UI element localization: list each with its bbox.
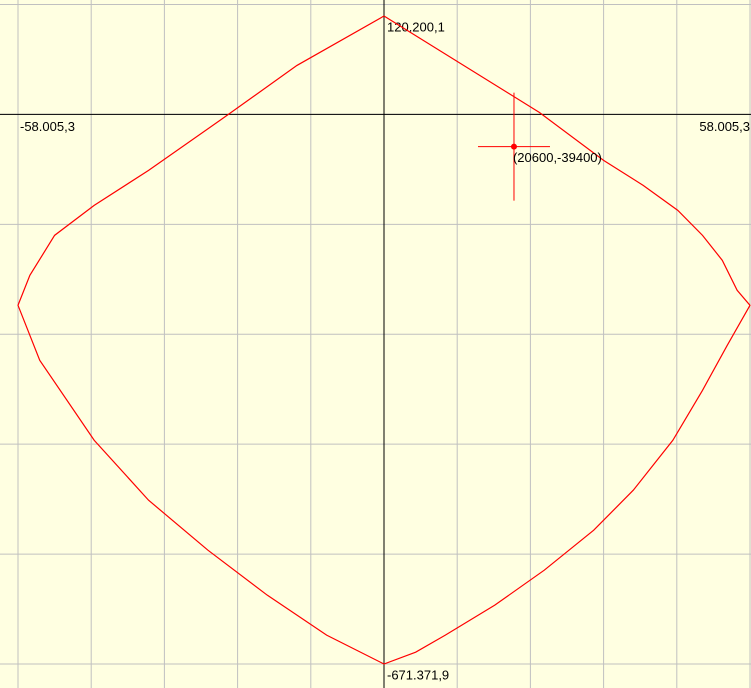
x-tick-label: -58.005,3 — [20, 119, 75, 134]
point-label: (20600,-39400) — [513, 150, 602, 165]
x-tick-label: 58.005,3 — [699, 119, 750, 134]
y-tick-label: 120.200,1 — [387, 19, 445, 34]
interaction-curve — [17, 15, 751, 665]
point — [510, 143, 517, 150]
y-tick-label: -671.371,9 — [387, 667, 449, 682]
